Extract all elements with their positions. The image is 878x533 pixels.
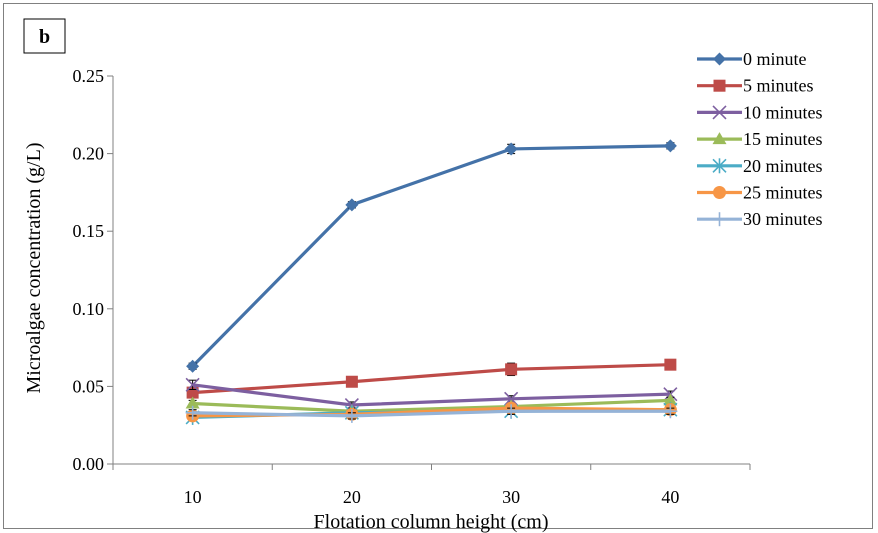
data-point: [185, 396, 200, 409]
legend-label: 0 minute: [743, 49, 807, 69]
data-point: [504, 391, 519, 406]
series-line: [191, 144, 671, 368]
series-line: [192, 409, 671, 418]
legend-marker: [713, 186, 726, 199]
legend-item: 0 minute: [697, 49, 807, 69]
x-tick-label: 10: [184, 487, 202, 507]
legend-marker: [712, 132, 727, 145]
series-line: [192, 363, 671, 395]
x-tick-label: 20: [343, 487, 361, 507]
legend-marker: [713, 79, 726, 92]
data-point: [504, 404, 519, 419]
legend: 0 minute 5 minutes 10 minutes 15 minutes 20 …: [697, 49, 823, 229]
data-point: [663, 404, 678, 419]
legend-label: 15 minutes: [743, 129, 823, 149]
x-tick-label: 30: [502, 487, 520, 507]
panel-label-text: b: [39, 26, 50, 48]
panel-label-box: [23, 18, 66, 54]
data-point: [345, 375, 358, 388]
y-tick-label: 0.25: [73, 66, 105, 86]
legend-item: 15 minutes: [697, 129, 823, 149]
y-axis-label: Microalgae concentration (g/L): [23, 143, 45, 394]
y-tick-label: 0.10: [73, 299, 105, 319]
y-tick-label: 0.20: [73, 144, 105, 164]
data-point: [344, 408, 359, 423]
data-point: [185, 377, 200, 392]
series-layer: [185, 139, 678, 425]
x-tick-label: 40: [661, 487, 679, 507]
series-line: [192, 398, 671, 413]
chart-frame: [3, 3, 873, 529]
legend-item: 5 minutes: [697, 76, 814, 96]
series-line: [192, 383, 671, 407]
legend-label: 5 minutes: [743, 76, 814, 96]
y-tick-label: 0.15: [73, 221, 105, 241]
data-point: [345, 198, 359, 212]
panel-label: b: [23, 18, 66, 54]
legend-item: 25 minutes: [697, 183, 823, 203]
data-point: [186, 359, 200, 373]
legend-label: 30 minutes: [743, 209, 823, 229]
data-point: [505, 363, 518, 376]
data-point: [664, 358, 677, 371]
y-tick-label: 0.00: [73, 454, 105, 474]
legend-label: 20 minutes: [743, 156, 823, 176]
legend-marker: [712, 212, 727, 227]
series-0: [186, 139, 677, 373]
legend-label: 10 minutes: [743, 102, 823, 122]
data-point: [663, 139, 677, 153]
legend-item: 30 minutes: [697, 209, 823, 229]
data-point: [663, 393, 678, 406]
legend-label: 25 minutes: [743, 183, 823, 203]
axes: 0.00 0.05 0.10 0.15 0.20 0.25 10 20 30 40: [73, 66, 751, 507]
legend-item: 10 minutes: [697, 102, 823, 122]
x-axis-label: Flotation column height (cm): [314, 511, 549, 533]
series-6: [185, 404, 678, 423]
data-point: [185, 405, 200, 420]
legend-marker: [712, 158, 727, 174]
legend-marker: [713, 52, 726, 66]
legend-item: 20 minutes: [697, 156, 823, 176]
y-tick-label: 0.05: [73, 376, 105, 396]
data-point: [504, 142, 518, 156]
legend-marker: [712, 105, 727, 120]
